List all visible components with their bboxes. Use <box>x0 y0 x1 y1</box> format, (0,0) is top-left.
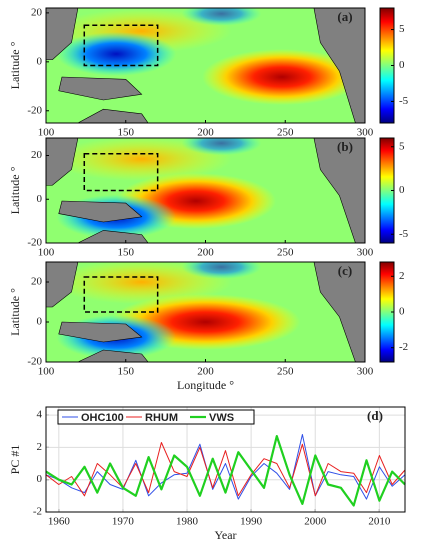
x-tick-label: 300 <box>357 247 374 259</box>
y-tick-label: -20 <box>27 104 42 116</box>
land <box>46 8 79 61</box>
x-tick-label: 300 <box>357 366 374 378</box>
region-box <box>83 153 159 192</box>
x-tick-label: 200 <box>197 366 214 378</box>
panel-label: (b) <box>337 139 353 154</box>
land <box>77 230 149 243</box>
land <box>313 138 365 243</box>
colorbar-tick-label: 0 <box>399 306 405 318</box>
x-axis-label: Year <box>214 528 236 542</box>
colorbar-tick-label: 2 <box>399 270 405 282</box>
y-tick-label: 20 <box>31 276 43 288</box>
x-tick-label: 100 <box>38 247 55 259</box>
anomaly <box>56 32 177 76</box>
panel-label: (c) <box>338 263 352 278</box>
legend-label: VWS <box>209 412 234 424</box>
land <box>46 138 79 186</box>
x-tick-label: 2010 <box>368 516 391 528</box>
colorbar-tick-label: 0 <box>399 59 405 71</box>
y-tick-label: 0 <box>37 193 43 205</box>
x-tick-label: 100 <box>38 127 55 139</box>
x-tick-label: 100 <box>38 366 55 378</box>
panel-label: (d) <box>367 408 383 423</box>
panel-label: (a) <box>337 9 352 24</box>
region-box <box>83 276 159 313</box>
anomaly <box>181 262 262 279</box>
y-tick-label: -20 <box>27 237 42 249</box>
region-box <box>83 24 159 67</box>
y-axis-label: PC #1 <box>8 445 22 475</box>
legend-label: RHUM <box>145 412 178 424</box>
y-tick-label: 20 <box>31 149 43 161</box>
x-tick-label: 250 <box>277 366 294 378</box>
land <box>77 108 149 123</box>
colorbar-tick-label: 5 <box>399 23 405 35</box>
x-tick-label: 1990 <box>240 516 263 528</box>
colorbar-tick-label: -5 <box>399 228 409 240</box>
x-tick-label: 1960 <box>48 516 71 528</box>
legend-label: OHC100 <box>81 412 124 424</box>
y-tick-label: -2 <box>33 506 42 518</box>
anomaly <box>202 49 363 105</box>
land <box>77 349 149 362</box>
land <box>313 262 365 362</box>
x-tick-label: 2000 <box>304 516 327 528</box>
y-axis-label: Latitude ° <box>8 166 22 214</box>
x-tick-label: 150 <box>118 127 135 139</box>
colorbar-tick-label: -2 <box>399 341 408 353</box>
x-tick-label: 150 <box>118 366 135 378</box>
y-tick-label: 4 <box>37 409 43 421</box>
y-axis-label: Latitude ° <box>8 288 22 336</box>
land <box>58 200 143 223</box>
y-tick-label: -20 <box>27 356 42 368</box>
x-tick-label: 300 <box>357 127 374 139</box>
frame <box>45 406 406 513</box>
map-field <box>46 8 365 123</box>
anomaly <box>181 138 262 156</box>
land <box>58 76 143 101</box>
y-tick-label: 20 <box>31 6 43 18</box>
x-tick-label: 1980 <box>176 516 199 528</box>
series-line <box>45 434 406 500</box>
x-axis-label: Longitude ° <box>177 378 234 392</box>
land <box>46 262 79 308</box>
x-tick-label: 250 <box>277 127 294 139</box>
x-tick-label: 200 <box>197 127 214 139</box>
x-tick-label: 200 <box>197 247 214 259</box>
colorbar-tick-label: 5 <box>399 140 405 152</box>
map-field <box>46 262 365 362</box>
y-tick-label: 0 <box>37 316 43 328</box>
x-tick-label: 1970 <box>112 516 135 528</box>
y-tick-label: 0 <box>37 55 43 67</box>
anomaly <box>181 8 262 26</box>
series-line <box>45 435 406 507</box>
colorbar-tick-label: 0 <box>399 184 405 196</box>
land <box>313 8 365 123</box>
x-tick-label: 150 <box>118 247 135 259</box>
map-field <box>46 138 365 243</box>
y-tick-label: 2 <box>37 441 43 453</box>
y-tick-label: 0 <box>37 473 43 485</box>
land <box>58 321 143 343</box>
colorbar-tick-label: -5 <box>399 95 409 107</box>
y-axis-label: Latitude ° <box>8 41 22 89</box>
legend-box <box>57 409 255 425</box>
x-tick-label: 250 <box>277 247 294 259</box>
